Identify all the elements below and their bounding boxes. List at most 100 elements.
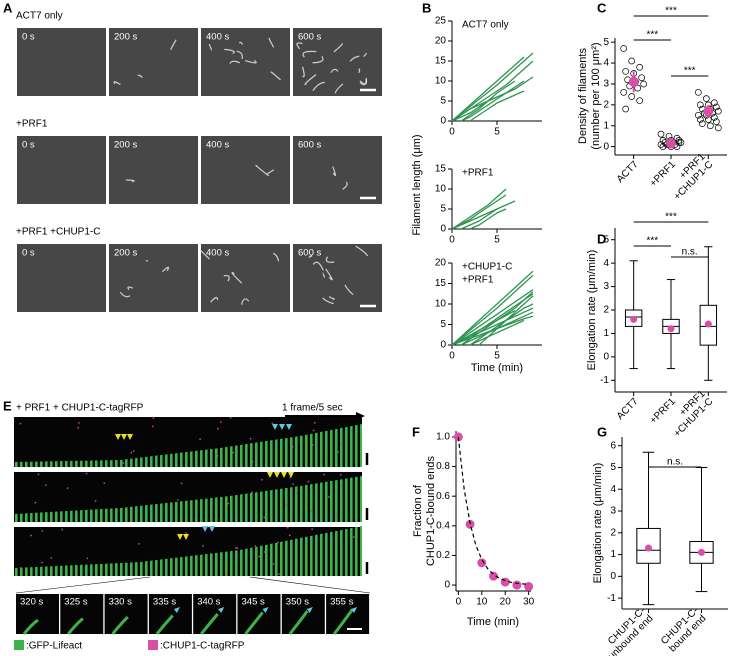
x-tick-label: 0	[456, 597, 462, 608]
filament	[304, 74, 317, 85]
data-point	[710, 99, 718, 107]
panel-letter: C	[597, 0, 607, 15]
y-axis-label: (number per 100 μm²)	[590, 42, 602, 149]
fit-curve	[457, 436, 529, 585]
rfp-speck	[138, 542, 140, 545]
legend-swatch	[14, 640, 24, 650]
x-category: CHUP1-C-unbound end	[606, 605, 655, 656]
filament	[155, 614, 174, 635]
arrowhead	[127, 434, 133, 440]
rfp-speck	[292, 483, 295, 485]
rfp-speck	[251, 460, 254, 463]
rfp-speck	[199, 438, 201, 441]
panel-letter: F	[412, 424, 420, 439]
time-label: 0 s	[22, 140, 35, 151]
rfp-speck	[217, 427, 219, 430]
data-point	[628, 57, 636, 65]
rfp-speck	[232, 451, 235, 454]
filament	[268, 37, 275, 48]
zoom-line	[249, 576, 371, 594]
legend-label: :CHUP1-C-tagRFP	[160, 641, 245, 652]
y-tick-label: 4	[610, 484, 616, 495]
micrograph	[293, 28, 382, 96]
kymo-title: + PRF1 + CHUP1-C-tagRFP	[16, 403, 144, 414]
rfp-speck	[321, 457, 323, 460]
arrowhead	[288, 472, 294, 478]
y-tick-label: 0	[603, 141, 609, 152]
rfp-speck	[219, 421, 222, 423]
x-category: ACT7	[615, 159, 641, 185]
filament	[308, 255, 313, 258]
frame-time: 335 s	[153, 597, 176, 608]
rfp-speck	[307, 480, 310, 483]
rfp-speck	[328, 496, 330, 498]
y-tick-label: 2	[610, 527, 616, 538]
arrowhead	[183, 534, 189, 540]
rfp-speck	[313, 421, 316, 424]
rfp-speck	[66, 487, 69, 490]
panel-letter: E	[3, 398, 12, 413]
mean-point	[704, 320, 712, 328]
x-tick-label: 10	[476, 597, 488, 608]
filament	[358, 68, 361, 74]
filament	[22, 618, 39, 635]
filament	[125, 179, 135, 183]
filament	[267, 169, 275, 175]
y-tick-label: 6	[610, 440, 616, 451]
rfp-speck	[291, 445, 294, 448]
rfp-speck	[41, 561, 43, 564]
rfp-speck	[312, 429, 315, 432]
rfp-speck	[94, 500, 97, 502]
rfp-speck	[285, 504, 288, 506]
rfp-speck	[310, 510, 312, 513]
y-tick-label: 0	[440, 116, 446, 127]
y-axis-label: Filament length (μm)	[411, 134, 423, 235]
arrowhead	[209, 526, 215, 532]
panel-letter: G	[597, 424, 607, 439]
mean-point	[666, 138, 676, 149]
filament	[113, 81, 121, 86]
frame	[148, 594, 192, 634]
zoom-line	[15, 576, 151, 594]
kymo-signal	[14, 526, 362, 576]
y-axis-label: Density of filaments	[577, 48, 589, 144]
time-label: 200 s	[114, 140, 137, 151]
x-axis-label: Time (min)	[471, 362, 523, 374]
arrowhead	[279, 424, 285, 430]
y-tick-label: 1	[603, 328, 609, 339]
filament-trace	[451, 208, 498, 230]
x-tick-label: ACT7	[615, 396, 641, 422]
rfp-speck	[152, 417, 155, 419]
y-tick-label: 15	[435, 164, 447, 175]
rfp-speck	[286, 526, 289, 529]
data-point	[696, 101, 704, 109]
micrograph	[201, 244, 290, 312]
data-point	[636, 97, 644, 105]
rfp-speck	[61, 518, 63, 521]
rfp-speck	[335, 514, 337, 517]
rfp-speck	[258, 555, 260, 558]
data-point	[706, 122, 714, 130]
frame-time: 330 s	[109, 597, 132, 608]
annotation: ACT7 only	[462, 20, 509, 31]
rfp-speck	[216, 454, 219, 457]
filament-trace	[460, 80, 525, 122]
arrowhead	[177, 534, 183, 540]
y-tick-label: 10	[435, 76, 447, 87]
x-tick-label: 0	[449, 127, 455, 138]
rfp-speck	[180, 482, 183, 485]
rfp-speck	[41, 529, 44, 532]
arrowhead	[306, 607, 313, 613]
filament	[244, 59, 257, 64]
y-tick-label: 3	[603, 281, 609, 292]
x-category: +PRF1	[648, 396, 678, 426]
y-axis-label: Elongation rate (μm/min)	[592, 463, 604, 584]
rfp-speck	[337, 451, 340, 453]
x-tick-label: 30	[523, 597, 535, 608]
filament	[270, 71, 281, 81]
filament	[344, 284, 354, 296]
filament	[328, 295, 335, 300]
x-category: +PRF1	[648, 159, 678, 189]
rfp-speck	[130, 451, 133, 454]
